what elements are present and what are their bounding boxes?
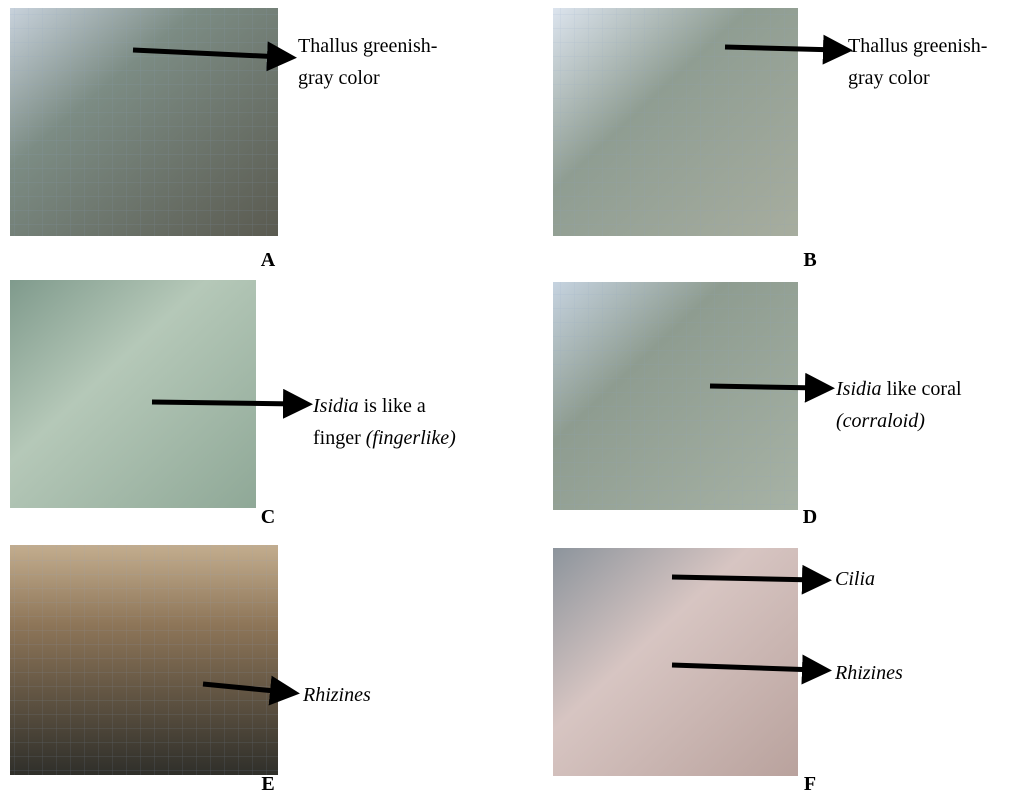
panel-label: B: [803, 249, 816, 271]
annotation: Cilia: [835, 568, 875, 590]
photo-grid: [553, 8, 798, 236]
annotation-text: Rhizines: [302, 684, 371, 706]
annotation: Rhizines: [302, 684, 371, 706]
photo-grid: [10, 8, 278, 236]
annotation: (corraloid): [836, 410, 925, 432]
annotation: gray color: [848, 67, 930, 89]
annotation-text: (corraloid): [836, 410, 925, 432]
photo: [10, 280, 256, 508]
panel-label: A: [261, 249, 276, 271]
photo: [553, 548, 798, 776]
panel-label: E: [261, 773, 274, 795]
arrow: [710, 386, 820, 388]
arrow: [672, 577, 817, 580]
annotation-text: (fingerlike): [366, 427, 456, 449]
annotation-text: gray color: [848, 67, 930, 89]
annotation: Thallus greenish-: [298, 35, 437, 57]
annotation-text: Rhizines: [834, 662, 903, 684]
panel-label: D: [803, 506, 817, 528]
panel-label: F: [804, 773, 816, 795]
annotation-text: Isidia: [835, 378, 882, 400]
annotation: Thallus greenish-: [848, 35, 987, 57]
annotation: gray color: [298, 67, 380, 89]
arrow: [725, 47, 838, 50]
panel-label: C: [261, 506, 275, 528]
figure: A Thallus greenish-gray color B Thallus gre…: [0, 0, 1035, 800]
annotation-text: is like a: [359, 395, 426, 417]
annotation-text: Thallus greenish-: [298, 35, 437, 57]
annotation-text: gray color: [298, 67, 380, 89]
annotation: Isidia like coral: [835, 378, 962, 400]
annotation-text: Cilia: [835, 568, 875, 590]
annotation: Isidia is like a: [312, 395, 426, 417]
annotation-text: like coral: [882, 378, 962, 400]
photo-grid: [10, 545, 278, 775]
annotation-text: Isidia: [312, 395, 359, 417]
annotation-text: Thallus greenish-: [848, 35, 987, 57]
annotation-text: finger: [313, 427, 366, 449]
annotation: finger (fingerlike): [313, 427, 456, 449]
annotation: Rhizines: [834, 662, 903, 684]
photo-grid: [553, 282, 798, 510]
arrow: [152, 402, 298, 404]
